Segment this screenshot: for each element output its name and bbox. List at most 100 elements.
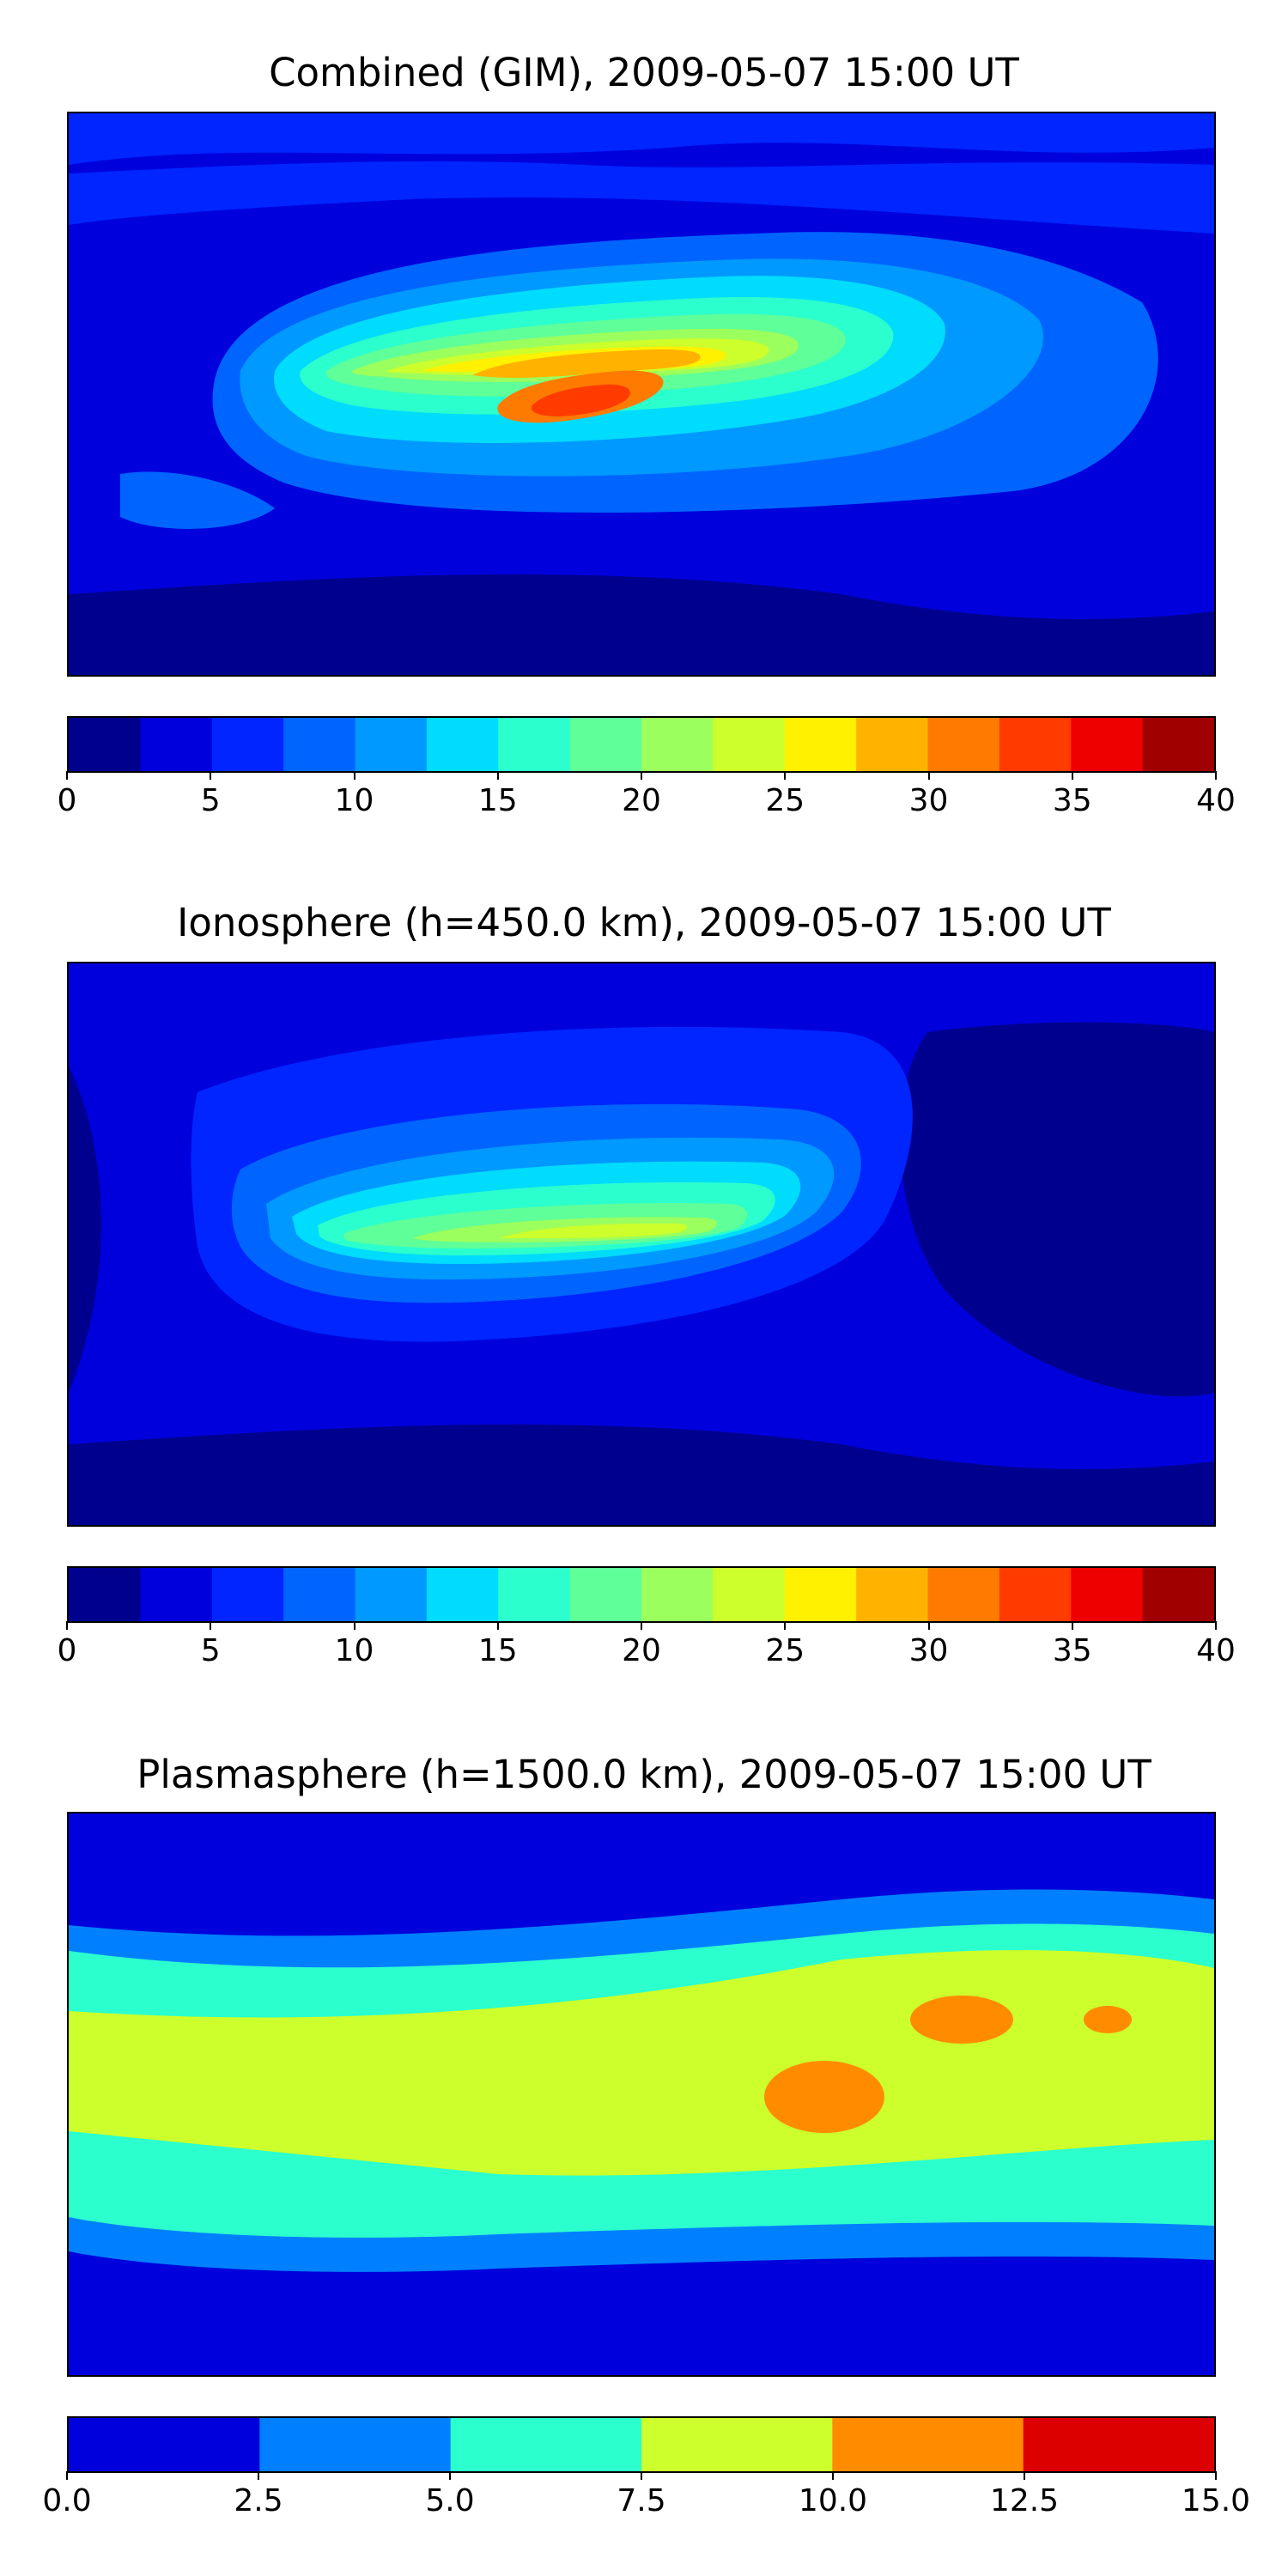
- colorbar-segment: [140, 718, 213, 771]
- colorbar-ticks: 0 5 10 15 20 25 30 35 40: [58, 1621, 1236, 1673]
- colorbar-segment: [713, 1568, 786, 1621]
- colorbar-ionosphere: [67, 1566, 1216, 1623]
- tick-label: 25: [765, 1633, 805, 1668]
- colorbar-segment: [832, 2418, 1024, 2471]
- colorbar-segment: [1071, 1568, 1144, 1621]
- tick-mark: [784, 771, 787, 780]
- tick-mark: [1215, 771, 1217, 780]
- tick-mark: [832, 2471, 834, 2480]
- tick-label: 20: [622, 1633, 661, 1668]
- tick-mark: [927, 1621, 930, 1630]
- tick-label: 0: [57, 1633, 77, 1668]
- colorbar-segment: [999, 718, 1072, 771]
- tick-label: 5: [200, 783, 221, 818]
- colorbar-segment: [211, 718, 284, 771]
- tick-label: 35: [1052, 783, 1092, 818]
- tick-label: 7.5: [617, 2483, 666, 2518]
- map-plasmasphere: [67, 1812, 1216, 2377]
- colorbar-segment: [927, 1568, 1000, 1621]
- tick-mark: [1215, 1621, 1217, 1630]
- colorbar-segment: [1071, 718, 1144, 771]
- colorbar-segment: [355, 1568, 428, 1621]
- tick-mark: [927, 771, 930, 780]
- tick-label: 10: [334, 1633, 374, 1668]
- colorbar-segment: [140, 1568, 213, 1621]
- colorbar-segment: [426, 1568, 499, 1621]
- tick-label: 12.5: [989, 2483, 1060, 2518]
- tick-mark: [641, 1621, 642, 1630]
- tick-mark: [496, 771, 499, 780]
- tick-mark: [353, 1621, 355, 1630]
- tick-mark: [66, 2471, 68, 2480]
- tick-mark: [496, 1621, 499, 1630]
- tick-label: 5: [200, 1633, 221, 1668]
- colorbar-segment: [569, 718, 642, 771]
- map-combined: [67, 112, 1216, 677]
- colorbar-segment: [69, 2418, 260, 2471]
- colorbar-segment: [69, 718, 141, 771]
- colorbar-segment: [999, 1568, 1072, 1621]
- tick-label: 10.0: [798, 2483, 868, 2518]
- tick-label: 15: [477, 783, 518, 818]
- colorbar-segment: [641, 718, 714, 771]
- colorbar-segment: [355, 718, 428, 771]
- colorbar-segment: [498, 718, 571, 771]
- tick-label: 35: [1052, 1633, 1092, 1668]
- tick-label: 0: [57, 783, 77, 818]
- colorbar-segment: [69, 1568, 141, 1621]
- tick-label: 30: [908, 1633, 949, 1668]
- tick-mark: [66, 771, 68, 780]
- colorbar-segment: [641, 1568, 714, 1621]
- tick-mark: [210, 771, 212, 780]
- colorbar-segment: [856, 1568, 928, 1621]
- chart-title: Ionosphere (h=450.0 km), 2009-05-07 15:0…: [177, 900, 1111, 945]
- colorbar-segment: [569, 1568, 642, 1621]
- colorbar-segment: [498, 1568, 571, 1621]
- tick-mark: [1024, 2471, 1025, 2480]
- chart-title: Plasmasphere (h=1500.0 km), 2009-05-07 1…: [137, 1752, 1151, 1797]
- colorbar-segment: [1023, 2418, 1214, 2471]
- colorbar-segment: [1142, 1568, 1214, 1621]
- colorbar-combined: [67, 716, 1216, 773]
- colorbar-segment: [784, 718, 857, 771]
- colorbar-segment: [283, 1568, 355, 1621]
- colorbar-segment: [641, 2418, 833, 2471]
- tick-label: 40: [1196, 783, 1236, 818]
- colorbar-segment: [259, 2418, 452, 2471]
- colorbar-ticks: 0 5 10 15 20 25 30 35 40: [58, 771, 1236, 823]
- tick-label: 30: [908, 783, 949, 818]
- chart-title: Combined (GIM), 2009-05-07 15:00 UT: [269, 50, 1019, 95]
- tick-label: 2.5: [234, 2483, 283, 2518]
- tick-label: 20: [622, 783, 661, 818]
- map-ionosphere: [67, 962, 1216, 1527]
- colorbar-ticks: 0.0 2.5 5.0 7.5 10.0 12.5 15.0: [42, 2471, 1250, 2523]
- colorbar-segment: [927, 718, 1000, 771]
- tick-mark: [353, 771, 355, 780]
- tick-mark: [641, 2471, 642, 2480]
- tick-label: 5.0: [425, 2483, 475, 2518]
- colorbar-segment: [784, 1568, 857, 1621]
- colorbar-segment: [283, 718, 355, 771]
- tick-mark: [210, 1621, 212, 1630]
- colorbar-segment: [450, 2418, 642, 2471]
- colorbar-segment: [211, 1568, 284, 1621]
- tick-mark: [1071, 1621, 1073, 1630]
- tick-mark: [1215, 2471, 1217, 2480]
- tick-mark: [66, 1621, 68, 1630]
- colorbar-segment: [713, 718, 786, 771]
- colorbar-plasmasphere: [67, 2416, 1216, 2473]
- colorbar-segment: [856, 718, 928, 771]
- tick-mark: [258, 2471, 259, 2480]
- tick-label: 25: [765, 783, 805, 818]
- tick-label: 10: [334, 783, 374, 818]
- tick-mark: [641, 771, 642, 780]
- colorbar-segment: [426, 718, 499, 771]
- tick-label: 15.0: [1181, 2483, 1251, 2518]
- tick-mark: [1071, 771, 1073, 780]
- tick-mark: [784, 1621, 787, 1630]
- tick-label: 15: [477, 1633, 518, 1668]
- tick-label: 0.0: [42, 2483, 92, 2518]
- tick-mark: [449, 2471, 451, 2480]
- tick-label: 40: [1196, 1633, 1236, 1668]
- colorbar-segment: [1142, 718, 1214, 771]
